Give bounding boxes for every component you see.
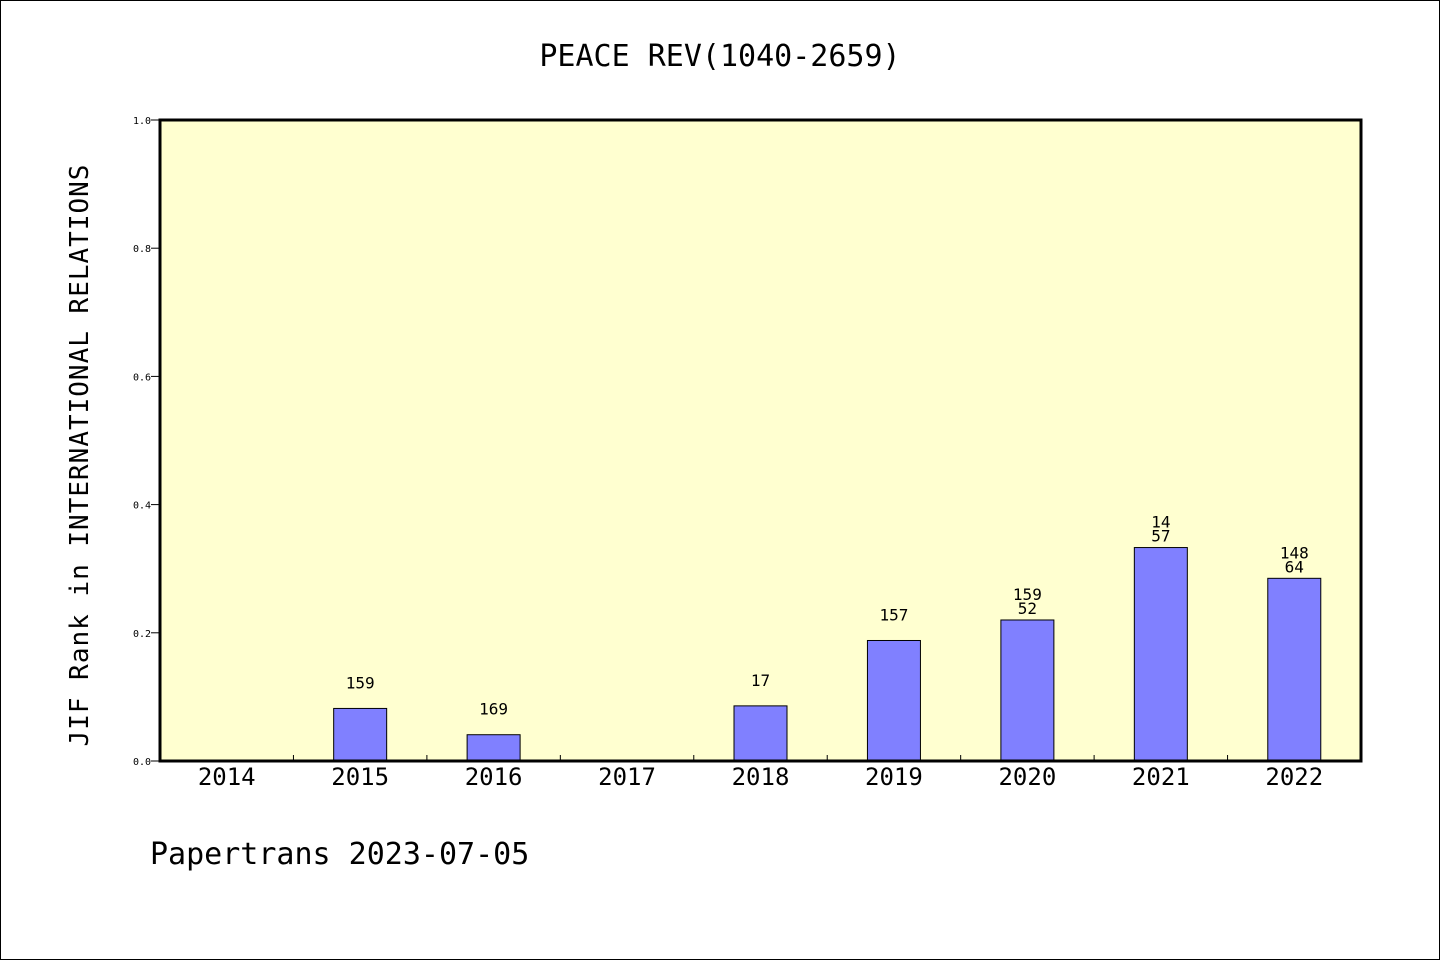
bar-value-label: 148	[1280, 543, 1309, 562]
bars	[333, 547, 1322, 762]
y-tick-label: 0.6	[133, 372, 151, 383]
y-axis-label: JIF Rank in INTERNATIONAL RELATIONS	[65, 164, 95, 747]
y-tick-label: 0.8	[133, 244, 151, 255]
x-tick-label: 2014	[198, 763, 256, 791]
bar-value-label: 169	[479, 700, 508, 719]
bar-2019	[866, 639, 921, 762]
bar-2020	[1000, 619, 1055, 762]
bar-value-label: 57	[1151, 527, 1170, 546]
x-tick-label: 2017	[598, 763, 656, 791]
footer-credit: Papertrans 2023-07-05	[150, 837, 529, 872]
bar-value-label: 159	[346, 673, 375, 692]
plot-frame	[158, 118, 1363, 763]
bar-2022	[1267, 577, 1322, 762]
x-tick-label: 2015	[331, 763, 389, 791]
x-tick-label: 2022	[1265, 763, 1323, 791]
y-tick-label: 1.0	[133, 116, 151, 127]
x-tick-label: 2016	[465, 763, 523, 791]
bar-value-label: 17	[751, 671, 770, 690]
axis-ticks: 0.0 0.2 0.4 0.6 0.8 1.0 2014 2015 2016 2017 2018 20…	[133, 116, 1323, 791]
x-tick-label: 2020	[998, 763, 1056, 791]
y-tick-label: 0.0	[133, 757, 151, 768]
bar-value-label: 14	[1151, 513, 1170, 532]
chart-title: PEACE REV(1040-2659)	[539, 39, 900, 74]
bar-2015	[333, 707, 388, 762]
bar-2018	[733, 705, 788, 762]
bar-value-label: 64	[1285, 557, 1304, 576]
bar-value-label: 159	[1013, 585, 1042, 604]
x-tick-label: 2021	[1132, 763, 1190, 791]
x-tick-label: 2019	[865, 763, 923, 791]
y-tick-label: 0.4	[133, 501, 151, 512]
bar-value-label: 52	[1018, 599, 1037, 618]
bar-2021	[1133, 547, 1188, 762]
x-tick-label: 2018	[732, 763, 790, 791]
bar-value-label: 157	[879, 605, 908, 624]
y-tick-label: 0.2	[133, 629, 151, 640]
bar-2016	[466, 734, 521, 762]
